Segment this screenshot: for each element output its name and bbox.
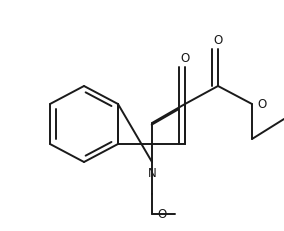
Text: O: O bbox=[157, 208, 166, 221]
Text: O: O bbox=[257, 98, 266, 111]
Text: N: N bbox=[148, 167, 156, 179]
Text: O: O bbox=[213, 33, 223, 46]
Text: O: O bbox=[180, 51, 190, 64]
